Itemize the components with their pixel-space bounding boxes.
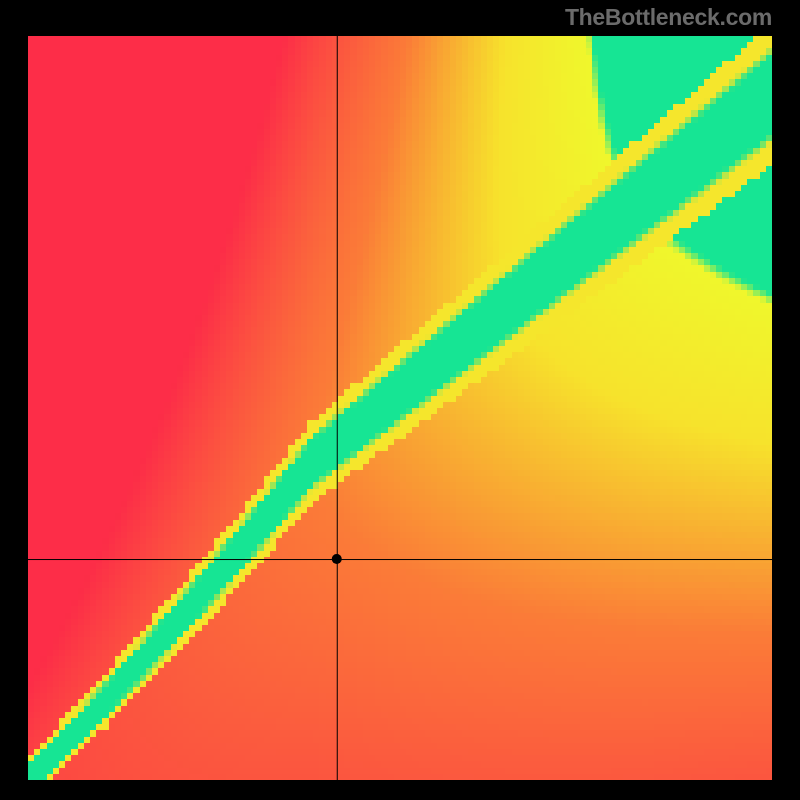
heatmap-plot [28,36,772,780]
heatmap-canvas [28,36,772,780]
attribution-text: TheBottleneck.com [565,4,772,31]
chart-container: TheBottleneck.com [0,0,800,800]
